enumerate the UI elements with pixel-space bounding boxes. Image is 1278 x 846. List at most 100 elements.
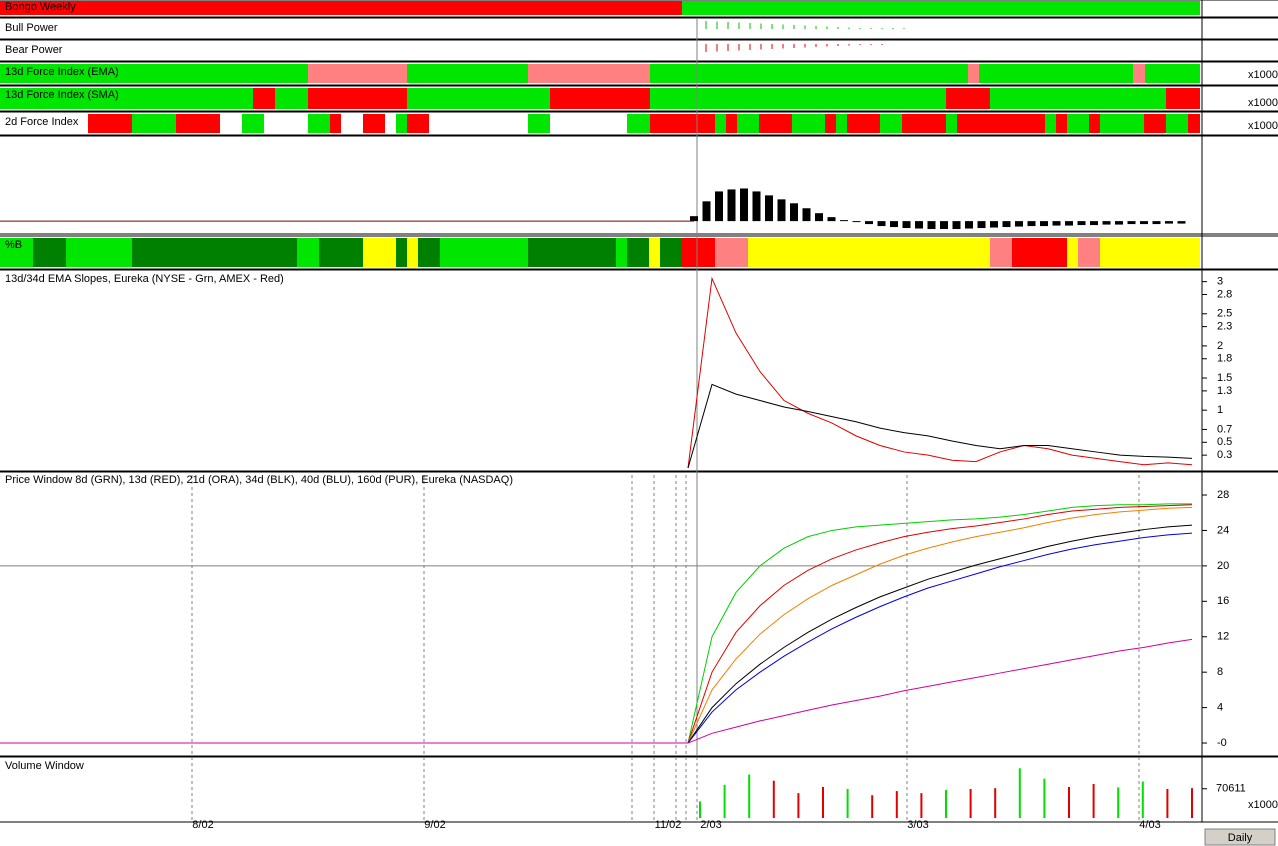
y-tick-label: 16 [1217, 595, 1229, 607]
y-tick-label: 0.3 [1217, 449, 1232, 461]
y-tick-label: 1 [1217, 404, 1223, 416]
bar [827, 217, 836, 222]
strip-segment [550, 88, 650, 109]
strip-segment [726, 114, 737, 133]
strip-segment [649, 238, 660, 267]
strip-segment [0, 64, 308, 83]
x-tick-label: 8/02 [192, 819, 213, 831]
bar [802, 208, 811, 222]
strip-segment [1078, 238, 1100, 267]
strip-segment [132, 114, 176, 133]
bar [1166, 789, 1169, 818]
bar [977, 221, 986, 229]
series-line [687, 524, 1193, 744]
y-tick-label: 1.3 [1217, 385, 1232, 397]
bar [1018, 768, 1021, 818]
y-tick-label: 0.7 [1217, 423, 1232, 435]
timeframe-button[interactable] [1204, 828, 1276, 846]
series-line [687, 506, 1193, 744]
y-tick-label: 2 [1217, 340, 1223, 352]
strip-segment [33, 238, 66, 267]
bar [915, 221, 923, 229]
bar [1140, 221, 1148, 225]
strip-segment [902, 114, 946, 133]
multiplier: x1000 [1248, 97, 1278, 109]
multiplier: x1000 [1248, 799, 1278, 811]
strip-segment [0, 238, 33, 267]
strip-segment [297, 238, 319, 267]
bar [1141, 781, 1144, 818]
strip-segment [1133, 64, 1145, 83]
bar [895, 791, 898, 818]
bar [727, 189, 736, 222]
strip-segment [363, 114, 385, 133]
x-tick-label: 9/02 [424, 819, 445, 831]
bar [1040, 221, 1048, 227]
strip-segment [627, 238, 649, 267]
timeframe-label[interactable]: Daily [1228, 832, 1253, 844]
y-tick-label: 3 [1217, 276, 1223, 288]
y-tick-label: 2.5 [1217, 308, 1232, 320]
strip-segment [330, 114, 341, 133]
strip-segment [715, 114, 726, 133]
y-tick-label: 0.5 [1217, 436, 1232, 448]
strip-segment [715, 238, 748, 267]
y-tick-label: 20 [1217, 560, 1229, 572]
bar [965, 221, 973, 229]
strip-segment [1056, 114, 1067, 133]
bar [840, 220, 848, 222]
bar [1027, 221, 1036, 227]
bar [1177, 221, 1186, 224]
strip-segment [1067, 238, 1078, 267]
panel-title: 13d Force Index (SMA) [5, 89, 119, 101]
strip-segment [682, 238, 715, 267]
chart-title: 13d/34d EMA Slopes, Eureka (NYSE - Grn, … [5, 273, 284, 285]
strip-segment [979, 114, 1045, 133]
strip-segment [0, 88, 253, 109]
bar [927, 221, 936, 230]
bar [1152, 221, 1161, 225]
x-tick-label: 2/03 [700, 819, 721, 831]
panel-title: Bear Power [5, 44, 63, 56]
strip-segment [176, 114, 220, 133]
bar [1077, 221, 1086, 226]
strip-segment [792, 114, 825, 133]
strip-segment [1188, 114, 1200, 133]
bar [748, 774, 751, 818]
bar [1068, 786, 1070, 818]
strip-segment [308, 64, 407, 83]
bar [969, 789, 972, 818]
bar [1052, 221, 1061, 226]
bar [815, 213, 823, 222]
x-tick-label: 11/02 [655, 819, 682, 831]
bar [690, 216, 698, 222]
bar [990, 221, 998, 228]
bar [852, 221, 861, 223]
bar [1015, 221, 1023, 227]
strip-segment [957, 114, 979, 133]
x-tick-label: 4/03 [1139, 819, 1160, 831]
panel-title: Bongo Weekly [5, 1, 76, 13]
strip-segment [1067, 114, 1089, 133]
bar [822, 786, 824, 818]
y-tick-label: 2.8 [1217, 288, 1232, 300]
bar [1065, 221, 1073, 226]
strip-segment [407, 238, 418, 267]
strip-segment [407, 114, 429, 133]
series-line [687, 638, 1193, 744]
strip-segment [1100, 114, 1144, 133]
y-tick-label: 24 [1217, 524, 1229, 536]
bar [865, 221, 873, 225]
strip-segment [396, 114, 407, 133]
strip-segment [616, 238, 627, 267]
strip-segment [1144, 114, 1166, 133]
strip-segment [1145, 64, 1200, 83]
strip-segment [1166, 114, 1188, 133]
bar [920, 793, 923, 818]
bar [1115, 221, 1123, 225]
bar [846, 789, 849, 818]
strip-segment [968, 64, 979, 83]
panel-title: 2d Force Index [5, 116, 79, 128]
strip-segment [308, 88, 407, 109]
